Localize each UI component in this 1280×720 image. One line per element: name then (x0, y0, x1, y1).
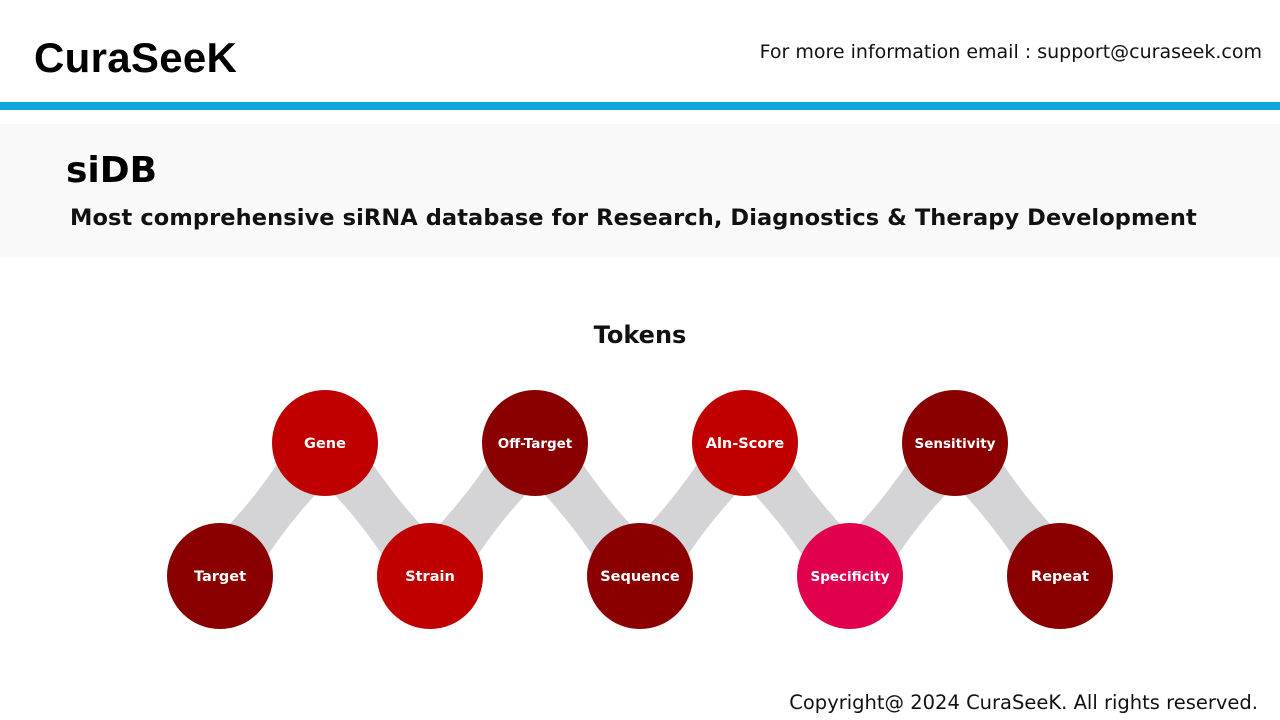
diagram-title: Tokens (594, 321, 687, 349)
token-circle (587, 523, 693, 629)
title-banner (0, 124, 1280, 257)
token-circle (797, 523, 903, 629)
token-label: Repeat (1031, 569, 1089, 585)
header-divider (0, 102, 1280, 110)
token-node-target: Target (167, 523, 273, 629)
page-subtitle: Most comprehensive siRNA database for Re… (70, 205, 1197, 231)
token-circle (692, 390, 798, 496)
token-circle (167, 523, 273, 629)
brand-logo-text: CuraSeeK (34, 34, 238, 81)
token-node-sensitivity: Sensitivity (902, 390, 1008, 496)
token-node-off-target: Off-Target (482, 390, 588, 496)
token-label: Aln-Score (706, 436, 785, 452)
token-circle (482, 390, 588, 496)
token-nodes: Target Gene Strain Off-Target Sequence Aln-Sc… (167, 390, 1113, 629)
token-node-aln-score: Aln-Score (692, 390, 798, 496)
token-circle (1007, 523, 1113, 629)
token-circle (902, 390, 1008, 496)
token-label: Gene (304, 436, 346, 452)
token-label: Sequence (600, 569, 680, 585)
token-circle (272, 390, 378, 496)
token-circle (377, 523, 483, 629)
token-label: Sensitivity (915, 436, 996, 452)
token-node-gene: Gene (272, 390, 378, 496)
token-node-specificity: Specificity (797, 523, 903, 629)
token-label: Strain (405, 569, 455, 585)
token-label: Off-Target (498, 436, 573, 452)
token-node-repeat: Repeat (1007, 523, 1113, 629)
token-node-strain: Strain (377, 523, 483, 629)
contact-email-text: For more information email : support@cur… (759, 41, 1262, 63)
page-title: siDB (66, 150, 158, 191)
copyright-text: Copyright@ 2024 CuraSeeK. All rights res… (789, 691, 1258, 714)
token-label: Specificity (810, 569, 889, 585)
token-node-sequence: Sequence (587, 523, 693, 629)
token-label: Target (194, 569, 246, 585)
